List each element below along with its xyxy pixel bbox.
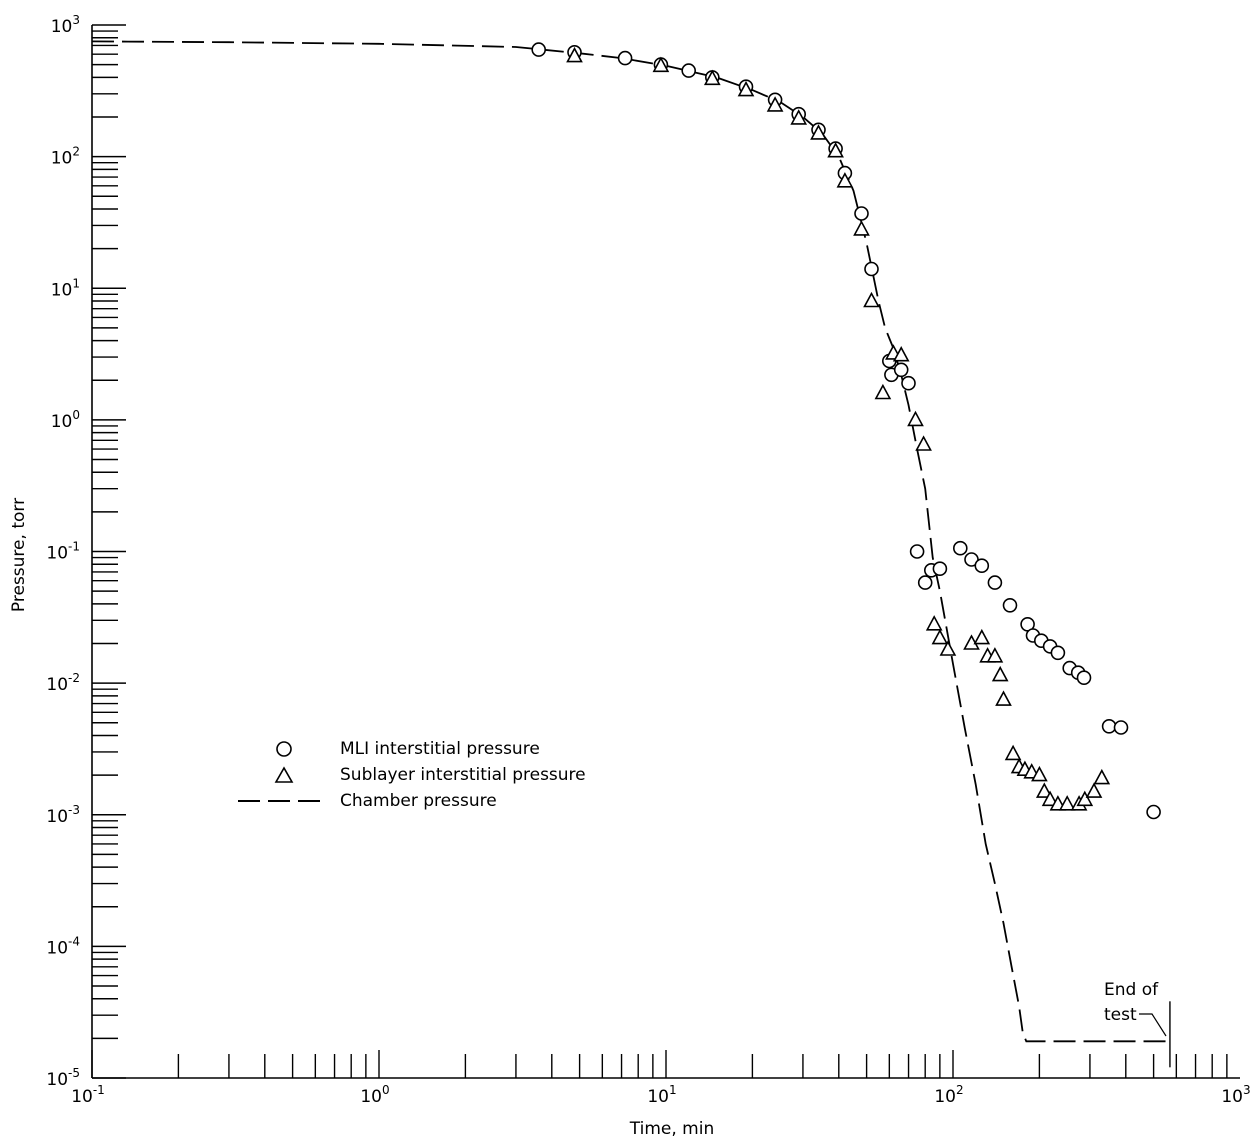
axes — [91, 25, 1240, 1079]
sublayer-data-point — [766, 96, 784, 112]
sublayer-data-point — [1041, 790, 1059, 807]
sublayer-data-point — [874, 383, 892, 400]
y-tick-label: 103 — [51, 13, 80, 37]
sublayer-data-point — [737, 80, 755, 97]
sublayer-data-point — [703, 69, 721, 86]
mli-data-point — [1076, 670, 1092, 686]
legend-marker-circle — [276, 741, 292, 757]
sublayer-data-point — [1031, 765, 1048, 782]
x-axis-title: Time, min — [629, 1119, 714, 1139]
sublayer-data-point — [986, 647, 1004, 663]
mli-data-point — [974, 558, 990, 574]
y-tick-label: 10-4 — [46, 934, 80, 958]
end-of-test-line2: test — [1104, 1005, 1137, 1025]
sublayer-data-point — [907, 410, 924, 427]
mli-data-point — [987, 575, 1003, 590]
sublayer-data-point — [827, 142, 844, 158]
y-tick-label: 10-1 — [46, 540, 80, 564]
legend-label-sublayer: Sublayer interstitial pressure — [340, 765, 586, 785]
mli-data-point — [901, 375, 916, 391]
end-of-test-annotation: End of test — [1104, 980, 1167, 1037]
sublayer-data-point — [863, 291, 880, 308]
mli-data-point — [1002, 597, 1018, 613]
mli-data-point — [917, 575, 933, 590]
sublayer-data-point — [991, 665, 1009, 682]
mli-data-point — [681, 63, 697, 78]
legend: MLI interstitial pressure Sublayer inter… — [238, 739, 586, 811]
x-tick-label: 101 — [647, 1083, 676, 1107]
x-axis-tick-labels: 10-1 100 101 102 103 — [71, 1083, 1250, 1107]
sublayer-data-point — [892, 346, 910, 362]
y-tick-label: 10-5 — [46, 1066, 80, 1090]
chamber-pressure-line — [91, 40, 1170, 1043]
legend-label-chamber: Chamber pressure — [340, 791, 497, 811]
chamber-pressure-curve — [91, 40, 1170, 1043]
x-axis-ticks — [91, 1001, 1228, 1078]
sublayer-data-point — [652, 56, 670, 73]
end-of-test-line1: End of — [1104, 980, 1159, 1000]
sublayer-data-point — [1035, 782, 1053, 798]
mli-data-point — [1101, 718, 1117, 734]
y-tick-label: 101 — [51, 276, 80, 300]
legend-marker-triangle — [274, 766, 294, 783]
sublayer-data-point — [1058, 795, 1076, 811]
legend-label-mli: MLI interstitial pressure — [340, 739, 540, 759]
sublayer-data-point — [790, 109, 808, 125]
end-of-test-leader — [1139, 1013, 1167, 1037]
sublayer-data-point — [939, 640, 957, 656]
mli-data-point — [854, 206, 869, 221]
mli-data-point — [952, 540, 968, 556]
sublayer-data-point — [1004, 744, 1022, 761]
mli-data-point — [893, 362, 909, 378]
sublayer-data-point — [1093, 768, 1111, 785]
x-tick-label: 103 — [1221, 1083, 1250, 1107]
y-tick-label: 10-2 — [46, 671, 80, 695]
sublayer-data-point — [925, 615, 943, 631]
mli-data-point — [909, 544, 925, 559]
y-axis-title: Pressure, torr — [9, 498, 29, 612]
sublayer-data-point — [1085, 782, 1103, 798]
sublayer-data-point — [995, 690, 1012, 706]
mli-data-point — [1113, 720, 1129, 735]
x-tick-label: 102 — [934, 1083, 963, 1107]
x-tick-label: 100 — [360, 1083, 389, 1107]
sublayer-data-point — [566, 46, 583, 63]
mli-data-point — [531, 42, 547, 57]
y-axis-ticks — [92, 24, 126, 1079]
x-tick-label: 10-1 — [71, 1083, 105, 1107]
sublayer-data-point — [810, 124, 827, 140]
y-axis-tick-labels: 10-5 10-4 10-3 10-2 10-1 100 101 102 103 — [46, 13, 80, 1090]
sublayer-data-point — [836, 172, 854, 188]
data-markers — [531, 42, 1161, 820]
sublayer-data-point — [853, 220, 870, 236]
y-tick-label: 10-3 — [46, 803, 80, 827]
y-tick-label: 102 — [51, 145, 80, 169]
sublayer-data-point — [915, 435, 932, 451]
mli-data-point — [932, 561, 948, 577]
sublayer-data-point — [1076, 790, 1094, 807]
mli-data-point — [864, 261, 879, 277]
sublayer-data-point — [931, 628, 949, 645]
mli-data-point — [617, 50, 633, 66]
mli-data-point — [1146, 804, 1161, 820]
sublayer-data-point — [973, 628, 991, 645]
y-tick-label: 100 — [51, 408, 80, 432]
mli-data-point — [1050, 645, 1066, 661]
